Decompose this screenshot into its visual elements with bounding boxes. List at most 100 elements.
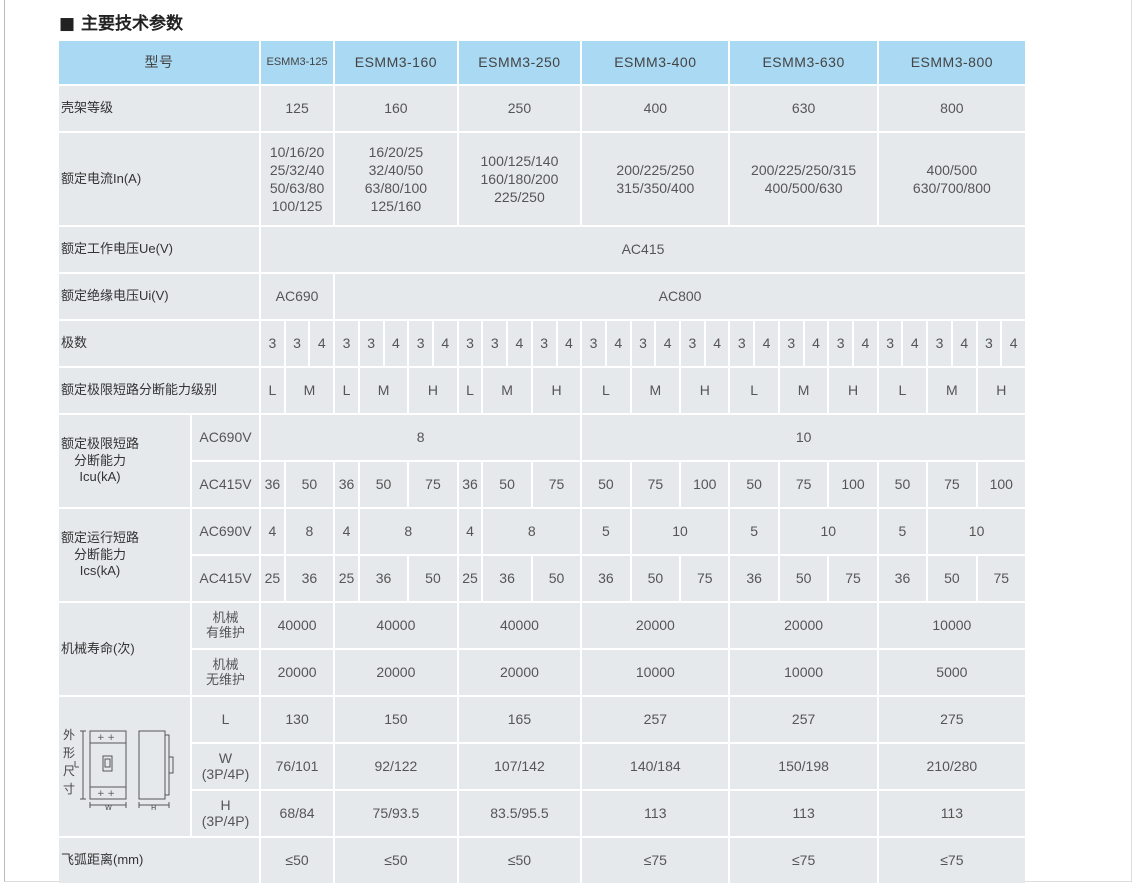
ics-690-value: 10 bbox=[928, 509, 1025, 554]
ue-value: AC415 bbox=[261, 227, 1025, 272]
breaking-level-value: L bbox=[335, 368, 358, 413]
icu-415-value: 50 bbox=[359, 462, 408, 507]
ics-415-value: 36 bbox=[359, 556, 408, 601]
frame-rating-value: 800 bbox=[878, 86, 1025, 131]
row-label: 额定电流In(A) bbox=[59, 133, 259, 225]
ics-415-value: 25 bbox=[261, 556, 284, 601]
icu-415-value: 100 bbox=[681, 462, 729, 507]
ics-690-value: 5 bbox=[730, 509, 778, 554]
pole-value: 4 bbox=[557, 321, 581, 366]
mech-life-maintained: 40000 bbox=[458, 603, 581, 648]
row-label: 额定极限短路 分断能力 Icu(kA) bbox=[59, 415, 190, 507]
breaking-level-value: L bbox=[261, 368, 284, 413]
ics-415-value: 25 bbox=[458, 556, 482, 601]
h-mark: H bbox=[151, 804, 156, 812]
pole-value: 3 bbox=[261, 321, 284, 366]
ics-690-value: 8 bbox=[359, 509, 457, 554]
dimensions-drawing-cell: 外 形 尺 寸 + + + + W H bbox=[59, 697, 190, 836]
ics-415-value: 75 bbox=[977, 556, 1025, 601]
frame-rating-value: 160 bbox=[335, 86, 457, 131]
ics-415-value: 50 bbox=[532, 556, 581, 601]
mech-life-unmaintained: 5000 bbox=[878, 650, 1025, 695]
mech-life-maintained: 20000 bbox=[730, 603, 877, 648]
header-model: ESMM3-125 bbox=[261, 41, 334, 84]
pole-value: 4 bbox=[854, 321, 877, 366]
pole-value: 3 bbox=[977, 321, 1001, 366]
icu-690-value: 8 bbox=[261, 415, 581, 460]
header-model: ESMM3-400 bbox=[582, 41, 729, 84]
dim-w-value: 107/142 bbox=[458, 744, 581, 789]
mech-life-unmaintained: 20000 bbox=[458, 650, 581, 695]
mech-life-unmaintained: 20000 bbox=[261, 650, 334, 695]
breaking-level-value: H bbox=[681, 368, 729, 413]
row-label: 机械寿命(次) bbox=[59, 603, 190, 695]
rated-current-value: 100/125/140 160/180/200 225/250 bbox=[458, 133, 581, 225]
icu-415-value: 100 bbox=[829, 462, 877, 507]
ics-690-value: 10 bbox=[631, 509, 729, 554]
ics-415-value: 36 bbox=[878, 556, 927, 601]
pole-value: 3 bbox=[532, 321, 556, 366]
rated-current-value: 200/225/250 315/350/400 bbox=[582, 133, 729, 225]
arc-distance-value: ≤75 bbox=[730, 838, 877, 883]
pole-value: 3 bbox=[928, 321, 951, 366]
breaking-level-value: H bbox=[977, 368, 1025, 413]
pole-value: 4 bbox=[384, 321, 408, 366]
icu-415-value: 50 bbox=[730, 462, 778, 507]
icu-415-value: 75 bbox=[409, 462, 457, 507]
ics-690-value: 8 bbox=[285, 509, 334, 554]
ics-415-value: 36 bbox=[730, 556, 778, 601]
dim-h-value: 113 bbox=[730, 791, 877, 836]
icu-415-value: 36 bbox=[261, 462, 284, 507]
ics-690-value: 5 bbox=[582, 509, 630, 554]
dim-l-value: 257 bbox=[582, 697, 729, 742]
pole-value: 3 bbox=[681, 321, 704, 366]
header-model: ESMM3-800 bbox=[878, 41, 1025, 84]
pole-value: 3 bbox=[878, 321, 902, 366]
dim-char-3: 尺 bbox=[63, 764, 75, 778]
ics-415-value: 50 bbox=[631, 556, 680, 601]
breaking-level-value: M bbox=[779, 368, 828, 413]
dim-w-value: 76/101 bbox=[261, 744, 334, 789]
arc-distance-value: ≤50 bbox=[458, 838, 581, 883]
sub-label: AC415V bbox=[192, 462, 259, 507]
sub-label: AC415V bbox=[192, 556, 259, 601]
breaking-level-value: M bbox=[483, 368, 531, 413]
w-mark: W bbox=[105, 804, 112, 812]
row-label: 额定运行短路 分断能力 Ics(kA) bbox=[59, 509, 190, 601]
frame-rating-value: 125 bbox=[261, 86, 334, 131]
sub-label: 机械 有维护 bbox=[192, 603, 259, 648]
dim-l-value: 257 bbox=[730, 697, 877, 742]
pole-value: 4 bbox=[1002, 321, 1025, 366]
header-model: ESMM3-250 bbox=[458, 41, 581, 84]
ics-415-value: 50 bbox=[779, 556, 828, 601]
header-model: ESMM3-630 bbox=[730, 41, 877, 84]
ics-690-value: 10 bbox=[779, 509, 877, 554]
dim-w-value: 150/198 bbox=[730, 744, 877, 789]
dim-char-2: 形 bbox=[63, 746, 75, 760]
pole-value: 3 bbox=[359, 321, 383, 366]
ui-value: AC690 bbox=[261, 274, 334, 319]
pole-value: 4 bbox=[508, 321, 531, 366]
pole-value: 4 bbox=[804, 321, 828, 366]
pole-value: 4 bbox=[606, 321, 630, 366]
dim-h-value: 113 bbox=[582, 791, 729, 836]
mech-life-unmaintained: 20000 bbox=[335, 650, 457, 695]
ics-690-value: 8 bbox=[483, 509, 581, 554]
header-model-label: 型号 bbox=[59, 41, 259, 84]
icu-415-value: 50 bbox=[582, 462, 630, 507]
arc-distance-value: ≤50 bbox=[261, 838, 334, 883]
sub-label: AC690V bbox=[192, 415, 259, 460]
row-label: 极数 bbox=[59, 321, 259, 366]
mech-life-maintained: 40000 bbox=[335, 603, 457, 648]
row-label: 壳架等级 bbox=[59, 86, 259, 131]
mech-life-maintained: 40000 bbox=[261, 603, 334, 648]
dim-l-value: 130 bbox=[261, 697, 334, 742]
mech-life-unmaintained: 10000 bbox=[730, 650, 877, 695]
pole-value: 3 bbox=[483, 321, 507, 366]
mech-life-unmaintained: 10000 bbox=[582, 650, 729, 695]
icu-415-value: 75 bbox=[631, 462, 680, 507]
row-label: 额定工作电压Ue(V) bbox=[59, 227, 259, 272]
ics-415-value: 50 bbox=[409, 556, 457, 601]
row-label: 飞弧距离(mm) bbox=[59, 838, 259, 883]
icu-415-value: 75 bbox=[779, 462, 828, 507]
